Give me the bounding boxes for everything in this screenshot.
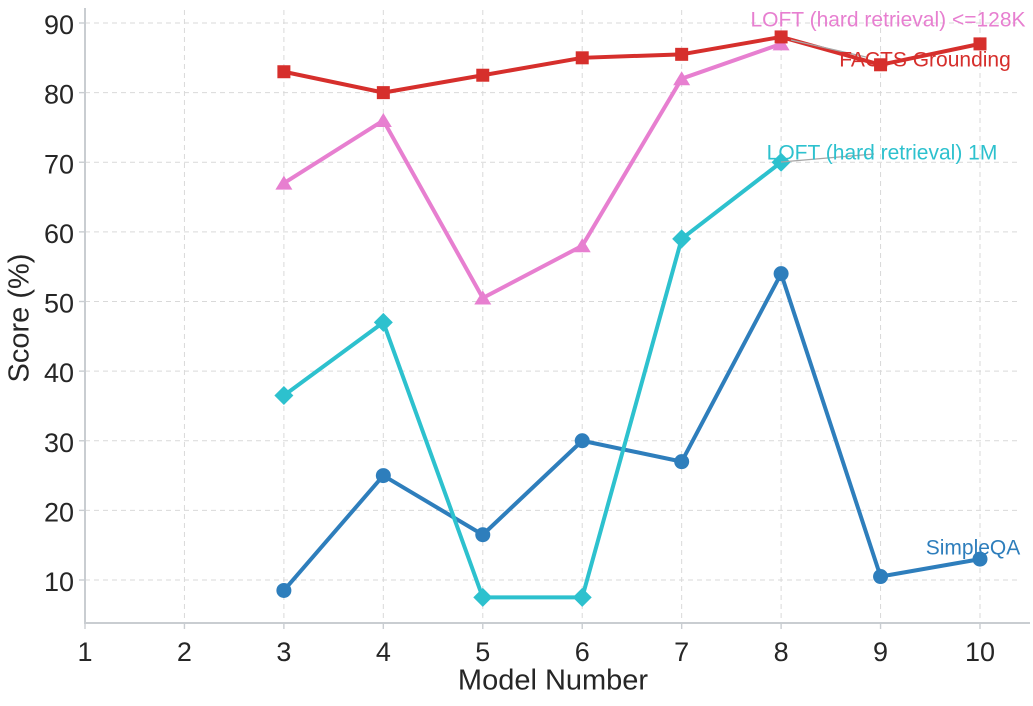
series-line-simpleqa	[281, 271, 982, 593]
data-point-square	[973, 37, 987, 51]
series-label-loft-hard-retrieval-128k: LOFT (hard retrieval) <=128K	[750, 9, 1025, 32]
y-tick-label: 90	[44, 10, 74, 40]
data-point-diamond	[473, 587, 493, 607]
y-axis-title: Score (%)	[3, 253, 36, 383]
data-point-circle	[475, 527, 491, 543]
data-point-square	[575, 51, 589, 65]
data-point-square	[874, 58, 888, 72]
x-tick-label: 4	[376, 637, 391, 667]
data-point-circle	[276, 582, 292, 598]
y-tick-label: 40	[44, 358, 74, 388]
x-tick-label: 10	[965, 637, 995, 667]
series-line-loft-hard-retrieval-128k	[281, 41, 784, 301]
data-point-triangle	[673, 71, 691, 86]
data-point-circle	[773, 266, 789, 282]
x-tick-label: 5	[475, 637, 490, 667]
data-point-diamond	[572, 587, 592, 607]
x-tick-label: 9	[873, 637, 888, 667]
label-leader-line	[790, 39, 867, 58]
data-point-triangle	[474, 290, 492, 305]
data-point-circle	[375, 468, 391, 484]
series-line-loft-hard-retrieval-1m	[281, 160, 784, 600]
data-point-triangle	[374, 112, 392, 127]
y-tick-label: 80	[44, 80, 74, 110]
data-point-diamond	[274, 385, 294, 405]
data-point-square	[476, 68, 490, 82]
series-label-facts-grounding: FACTS Grounding	[839, 49, 1011, 72]
data-point-triangle	[573, 238, 591, 253]
data-point-square	[675, 47, 689, 61]
x-tick-label: 1	[77, 637, 92, 667]
x-tick-label: 6	[575, 637, 590, 667]
data-point-square	[277, 65, 291, 79]
y-tick-label: 60	[44, 219, 74, 249]
x-tick-label: 3	[276, 637, 291, 667]
series-label-loft-hard-retrieval-1m: LOFT (hard retrieval) 1M	[767, 142, 998, 165]
y-tick-label: 30	[44, 428, 74, 458]
x-tick-label: 2	[177, 637, 192, 667]
data-point-square	[774, 30, 788, 44]
data-point-circle	[873, 569, 889, 585]
data-point-circle	[972, 551, 988, 567]
data-point-diamond	[672, 229, 692, 249]
data-point-circle	[574, 433, 590, 449]
x-tick-label: 7	[674, 637, 689, 667]
y-tick-label: 70	[44, 149, 74, 179]
data-point-square	[376, 86, 390, 100]
series-label-simpleqa: SimpleQA	[926, 537, 1021, 560]
x-axis-title: Model Number	[457, 664, 649, 697]
data-point-triangle	[275, 175, 293, 190]
y-tick-label: 10	[44, 567, 74, 597]
x-tick-label: 8	[774, 637, 789, 667]
series-line-facts-grounding	[281, 34, 982, 95]
y-tick-label: 20	[44, 497, 74, 527]
data-point-diamond	[373, 312, 393, 332]
data-point-circle	[674, 454, 690, 470]
y-tick-label: 50	[44, 289, 74, 319]
label-leader-line	[780, 153, 875, 163]
